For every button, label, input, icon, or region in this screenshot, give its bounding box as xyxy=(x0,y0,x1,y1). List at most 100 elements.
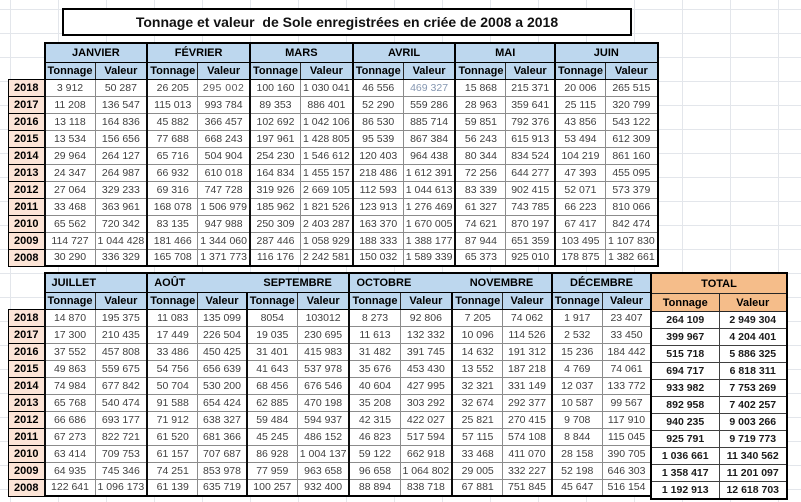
total-cell[interactable]: 892 958 xyxy=(650,396,720,414)
year-cell[interactable]: 2013 xyxy=(8,163,45,182)
data-cell[interactable]: 320 799 xyxy=(604,95,659,114)
total-cell[interactable]: 9 003 266 xyxy=(718,413,788,431)
data-cell[interactable]: 254 230 xyxy=(248,146,301,165)
data-cell[interactable]: 77 688 xyxy=(146,129,199,148)
data-cell[interactable]: 2 403 287 xyxy=(299,214,354,233)
data-cell[interactable]: 1 382 661 xyxy=(604,248,659,267)
data-cell[interactable]: 100 257 xyxy=(245,478,298,497)
data-cell[interactable]: 65 716 xyxy=(146,146,199,165)
year-cell[interactable]: 2009 xyxy=(8,231,45,250)
data-cell[interactable]: 87 944 xyxy=(454,231,507,250)
data-cell[interactable]: 37 552 xyxy=(43,342,96,361)
data-cell[interactable]: 41 643 xyxy=(245,359,298,378)
data-cell[interactable]: 270 415 xyxy=(502,410,553,429)
data-cell[interactable]: 1 004 137 xyxy=(296,444,350,463)
data-cell[interactable]: 720 342 xyxy=(94,214,148,233)
data-cell[interactable]: 573 379 xyxy=(604,180,659,199)
data-cell[interactable]: 540 474 xyxy=(94,393,148,412)
data-cell[interactable]: 486 152 xyxy=(296,427,350,446)
data-cell[interactable]: 842 474 xyxy=(604,214,659,233)
data-cell[interactable]: 136 547 xyxy=(94,95,148,114)
data-cell[interactable]: 64 935 xyxy=(43,461,96,480)
data-cell[interactable]: 102 692 xyxy=(248,112,301,131)
data-cell[interactable]: 415 983 xyxy=(296,342,350,361)
data-cell[interactable]: 181 466 xyxy=(146,231,199,250)
data-cell[interactable]: 86 928 xyxy=(245,444,298,463)
tonnage-column-header[interactable]: Tonnage xyxy=(245,291,298,310)
data-cell[interactable]: 745 346 xyxy=(94,461,148,480)
data-cell[interactable]: 230 695 xyxy=(296,325,350,344)
data-cell[interactable]: 52 071 xyxy=(553,180,606,199)
data-cell[interactable]: 1 670 005 xyxy=(402,214,456,233)
data-cell[interactable]: 178 875 xyxy=(553,248,606,267)
data-cell[interactable]: 86 530 xyxy=(351,112,404,131)
data-cell[interactable]: 646 303 xyxy=(601,461,653,480)
data-cell[interactable]: 150 032 xyxy=(351,248,404,267)
data-cell[interactable]: 210 435 xyxy=(94,325,148,344)
data-cell[interactable]: 17 449 xyxy=(146,325,199,344)
tonnage-column-header[interactable]: Tonnage xyxy=(451,291,504,310)
data-cell[interactable]: 61 520 xyxy=(146,427,199,446)
data-cell[interactable]: 638 327 xyxy=(197,410,248,429)
data-cell[interactable]: 13 534 xyxy=(43,129,96,148)
data-cell[interactable]: 115 013 xyxy=(146,95,199,114)
data-cell[interactable]: 861 160 xyxy=(604,146,659,165)
data-cell[interactable]: 103012 xyxy=(296,308,350,327)
data-cell[interactable]: 422 027 xyxy=(399,410,453,429)
month-header-cell[interactable]: OCTOBRE xyxy=(348,272,453,293)
data-cell[interactable]: 69 316 xyxy=(146,180,199,199)
data-cell[interactable]: 45 647 xyxy=(550,478,603,497)
data-cell[interactable]: 834 524 xyxy=(505,146,556,165)
data-cell[interactable]: 516 154 xyxy=(601,478,653,497)
data-cell[interactable]: 1 096 173 xyxy=(94,478,148,497)
year-cell[interactable]: 2018 xyxy=(8,78,45,97)
data-cell[interactable]: 693 177 xyxy=(94,410,148,429)
total-cell[interactable]: 7 753 269 xyxy=(718,379,788,397)
total-header-cell[interactable]: TOTAL xyxy=(650,272,788,294)
data-cell[interactable]: 25 821 xyxy=(451,410,504,429)
data-cell[interactable]: 45 882 xyxy=(146,112,199,131)
data-cell[interactable]: 292 377 xyxy=(502,393,553,412)
data-cell[interactable]: 14 870 xyxy=(43,308,96,327)
data-cell[interactable]: 13 552 xyxy=(451,359,504,378)
data-cell[interactable]: 67 881 xyxy=(451,478,504,497)
data-cell[interactable]: 1 276 469 xyxy=(402,197,456,216)
data-cell[interactable]: 319 926 xyxy=(248,180,301,199)
total-cell[interactable]: 264 109 xyxy=(650,311,720,329)
data-cell[interactable]: 100 160 xyxy=(248,78,301,97)
data-cell[interactable]: 15 236 xyxy=(550,342,603,361)
data-cell[interactable]: 33 468 xyxy=(43,197,96,216)
tonnage-column-header[interactable]: Tonnage xyxy=(454,61,507,80)
data-cell[interactable]: 10 096 xyxy=(451,325,504,344)
year-cell[interactable]: 2016 xyxy=(8,342,45,361)
data-cell[interactable]: 89 353 xyxy=(248,95,301,114)
data-cell[interactable]: 83 339 xyxy=(454,180,507,199)
data-cell[interactable]: 59 851 xyxy=(454,112,507,131)
data-cell[interactable]: 42 315 xyxy=(348,410,401,429)
data-cell[interactable]: 168 078 xyxy=(146,197,199,216)
data-cell[interactable]: 120 403 xyxy=(351,146,404,165)
data-cell[interactable]: 29 005 xyxy=(451,461,504,480)
data-cell[interactable]: 469 327 xyxy=(402,78,456,97)
data-cell[interactable]: 52 198 xyxy=(550,461,603,480)
data-cell[interactable]: 537 978 xyxy=(296,359,350,378)
total-cell[interactable]: 11 201 097 xyxy=(718,464,788,482)
data-cell[interactable]: 10 587 xyxy=(550,393,603,412)
data-cell[interactable]: 68 456 xyxy=(245,376,298,395)
data-cell[interactable]: 676 546 xyxy=(296,376,350,395)
tonnage-column-header[interactable]: Tonnage xyxy=(553,61,606,80)
data-cell[interactable]: 117 910 xyxy=(601,410,653,429)
month-header-cell[interactable]: NOVEMBRE xyxy=(452,272,552,293)
data-cell[interactable]: 59 484 xyxy=(245,410,298,429)
data-cell[interactable]: 870 197 xyxy=(505,214,556,233)
data-cell[interactable]: 46 556 xyxy=(351,78,404,97)
data-cell[interactable]: 504 904 xyxy=(197,146,251,165)
year-cell[interactable]: 2017 xyxy=(8,325,45,344)
data-cell[interactable]: 47 393 xyxy=(553,163,606,182)
data-cell[interactable]: 112 593 xyxy=(351,180,404,199)
data-cell[interactable]: 226 504 xyxy=(197,325,248,344)
data-cell[interactable]: 35 676 xyxy=(348,359,401,378)
data-cell[interactable]: 331 149 xyxy=(502,376,553,395)
data-cell[interactable]: 26 205 xyxy=(146,78,199,97)
data-cell[interactable]: 838 718 xyxy=(399,478,453,497)
